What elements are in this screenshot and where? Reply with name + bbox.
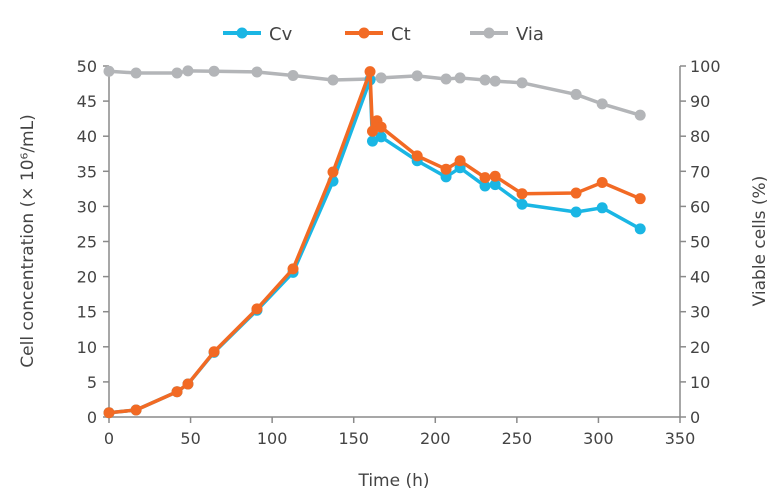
data-point-ct xyxy=(171,386,183,398)
y2-tick-label: 0 xyxy=(690,408,700,427)
x-tick-label: 0 xyxy=(104,429,114,448)
data-point-ct xyxy=(440,163,452,175)
data-point-via xyxy=(182,65,194,77)
data-point-ct xyxy=(454,155,466,167)
data-point-ct xyxy=(130,404,142,416)
data-point-via xyxy=(479,74,491,86)
legend-label: Ct xyxy=(391,24,411,45)
y-axis-label: Cell concentration (× 10⁶/mL) xyxy=(18,114,38,367)
series-via xyxy=(103,65,646,121)
x-tick-label: 100 xyxy=(257,429,288,448)
legend-label: Via xyxy=(516,24,544,45)
data-point-via xyxy=(516,77,528,89)
legend-marker xyxy=(483,27,495,39)
data-point-cv xyxy=(516,198,528,210)
x-tick-label: 300 xyxy=(583,429,614,448)
data-point-ct xyxy=(596,177,608,189)
data-point-ct xyxy=(489,170,501,182)
data-point-ct xyxy=(479,172,491,184)
x-axis-label: Time (h) xyxy=(357,471,429,491)
y2-tick-label: 90 xyxy=(690,92,710,111)
data-point-ct xyxy=(182,378,194,390)
y-tick-label: 35 xyxy=(77,162,97,181)
y2-tick-label: 70 xyxy=(690,162,710,181)
data-point-ct xyxy=(364,66,376,78)
y2-axis-label: Viable cells (%) xyxy=(750,176,770,307)
data-point-cv xyxy=(570,206,582,218)
legend-marker xyxy=(358,27,370,39)
y-tick-label: 30 xyxy=(77,197,97,216)
data-point-via xyxy=(251,66,263,78)
y2-tick-label: 40 xyxy=(690,268,710,287)
legend-marker xyxy=(236,27,248,39)
y-tick-label: 0 xyxy=(87,408,97,427)
y-tick-label: 40 xyxy=(77,127,97,146)
x-tick-label: 50 xyxy=(180,429,200,448)
y-tick-label: 10 xyxy=(77,338,97,357)
data-point-ct xyxy=(103,407,115,419)
y2-tick-label: 60 xyxy=(690,197,710,216)
legend-item-ct: Ct xyxy=(345,24,411,45)
data-point-cv xyxy=(375,131,387,143)
data-point-via xyxy=(411,70,423,82)
y2-tick-label: 50 xyxy=(690,233,710,252)
legend-item-cv: Cv xyxy=(223,24,293,45)
data-point-via xyxy=(208,65,220,77)
data-point-via xyxy=(327,74,339,86)
y-tick-label: 5 xyxy=(87,373,97,392)
legend: Cv Ct Via xyxy=(223,24,544,45)
data-point-via xyxy=(171,67,183,79)
series-layer xyxy=(103,65,646,419)
data-point-ct xyxy=(366,125,378,137)
data-point-via xyxy=(570,88,582,100)
data-point-ct xyxy=(287,263,299,275)
y-tick-label: 15 xyxy=(77,303,97,322)
data-point-ct xyxy=(516,188,528,200)
x-tick-label: 150 xyxy=(338,429,369,448)
data-point-ct xyxy=(251,303,263,315)
data-point-via xyxy=(596,98,608,110)
x-tick-label: 350 xyxy=(665,429,696,448)
axes: 0 5 10 15 20 25 30 35 40 45 50 0 10 20 30 40 50 60 70 80 90 1… xyxy=(77,57,721,448)
data-point-cv xyxy=(366,135,378,147)
x-tick-label: 250 xyxy=(502,429,533,448)
y2-tick-label: 30 xyxy=(690,303,710,322)
data-point-via xyxy=(287,69,299,81)
data-point-cv xyxy=(634,223,646,235)
data-point-via xyxy=(375,72,387,84)
data-point-via xyxy=(489,75,501,87)
y-tick-label: 20 xyxy=(77,268,97,287)
legend-item-via: Via xyxy=(470,24,544,45)
data-point-ct xyxy=(327,166,339,178)
data-point-cv xyxy=(440,171,452,183)
x-tick-label: 200 xyxy=(420,429,451,448)
data-point-ct xyxy=(411,150,423,162)
data-point-via xyxy=(130,67,142,79)
data-point-via xyxy=(440,73,452,85)
y-tick-label: 25 xyxy=(77,233,97,252)
y-tick-label: 50 xyxy=(77,57,97,76)
data-point-ct xyxy=(208,346,220,358)
legend-label: Cv xyxy=(269,24,293,45)
data-point-via xyxy=(103,65,115,77)
data-point-cv xyxy=(596,202,608,214)
data-point-ct xyxy=(634,193,646,205)
y2-tick-label: 10 xyxy=(690,373,710,392)
y2-tick-label: 80 xyxy=(690,127,710,146)
data-point-via xyxy=(454,72,466,84)
data-point-via xyxy=(634,109,646,121)
y-tick-label: 45 xyxy=(77,92,97,111)
y2-tick-label: 100 xyxy=(690,57,721,76)
y2-tick-label: 20 xyxy=(690,338,710,357)
data-point-cv xyxy=(479,180,491,192)
series-ct xyxy=(103,66,646,419)
data-point-ct xyxy=(375,121,387,133)
data-point-ct xyxy=(570,187,582,199)
data-point-cv xyxy=(489,179,501,191)
